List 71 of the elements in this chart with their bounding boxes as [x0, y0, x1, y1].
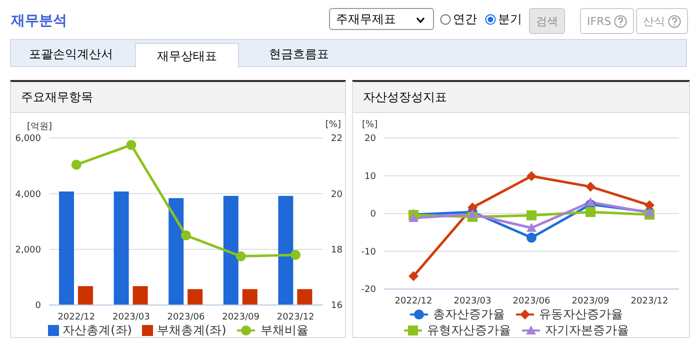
y2-tick-label: 18 — [331, 246, 343, 256]
point — [526, 222, 536, 232]
y-tick-label: 6,000 — [15, 134, 42, 144]
y-tick-label: 4,000 — [15, 190, 42, 200]
y-tick-label: -20 — [361, 285, 376, 296]
x-tick-label: 2023/09 — [572, 296, 610, 306]
bar — [242, 289, 258, 305]
y-tick-label: 0 — [370, 210, 376, 220]
y-tick-label: 2,000 — [15, 246, 42, 256]
y-axis-title: [%] — [362, 120, 378, 130]
bar — [278, 196, 294, 305]
x-tick-label: 2023/09 — [222, 312, 260, 322]
text: 포괄손익계산서 — [28, 46, 114, 62]
point — [468, 202, 478, 212]
text: 산식 — [636, 8, 688, 34]
y2-axis-title: [%] — [325, 120, 341, 130]
chart-title: 자산성장성지표 — [353, 82, 689, 113]
x-tick-label: 2023/12 — [276, 312, 314, 322]
bar — [78, 286, 93, 305]
legend-label: 부채비율 — [260, 323, 308, 337]
point — [408, 271, 418, 282]
point — [526, 210, 536, 220]
point — [644, 200, 654, 210]
x-tick-label: 2023/06 — [512, 296, 550, 306]
text: 분기 — [498, 11, 522, 28]
legend-label: 자기자본증가율 — [545, 323, 629, 337]
x-tick-label: 2023/03 — [112, 312, 150, 322]
text: IFRS — [580, 8, 634, 34]
text: 연간 — [453, 11, 477, 28]
point — [181, 230, 191, 240]
y-tick-label: 10 — [364, 172, 376, 182]
bar — [59, 191, 74, 305]
point — [290, 250, 301, 260]
text: 현금흐름표 — [268, 46, 330, 62]
legend-label: 유형자산증가율 — [427, 323, 511, 337]
legend-label: 부채총계(좌) — [157, 323, 226, 337]
y-tick-label: -10 — [361, 247, 376, 258]
text: 주재무제표 — [336, 10, 396, 28]
point — [586, 197, 596, 206]
point — [526, 232, 536, 243]
point — [586, 206, 596, 217]
point — [586, 182, 596, 192]
y2-tick-label: 20 — [331, 190, 343, 200]
point — [236, 251, 246, 262]
legend-label: 총자산증가율 — [433, 307, 505, 321]
text: 재무상태표 — [135, 43, 239, 68]
text: 검색 — [529, 8, 565, 34]
x-tick-label: 2023/03 — [454, 296, 492, 306]
bar — [297, 289, 312, 305]
bar — [168, 198, 184, 305]
bar — [132, 286, 148, 305]
point — [526, 171, 536, 182]
x-tick-label: 2023/06 — [167, 312, 205, 322]
y2-tick-label: 16 — [331, 301, 343, 312]
legend-label: 자산총계(좌) — [62, 323, 132, 337]
point — [408, 213, 418, 222]
bar — [188, 289, 203, 305]
x-tick-label: 2022/12 — [394, 296, 432, 306]
y-tick-label: 20 — [364, 134, 376, 144]
y-axis-title: [억원] — [27, 121, 52, 133]
x-tick-label: 2022/12 — [58, 312, 96, 322]
point — [71, 160, 82, 170]
y-tick-label: 0 — [35, 301, 42, 312]
text: 재무분석 — [11, 12, 67, 30]
chart-title: 주요재무항목 — [11, 82, 345, 113]
legend-label: 유동자산증가율 — [539, 307, 623, 321]
x-tick-label: 2023/12 — [630, 296, 668, 306]
bar — [223, 196, 238, 305]
y2-tick-label: 22 — [331, 134, 342, 144]
point — [126, 140, 136, 150]
bar — [114, 191, 129, 305]
